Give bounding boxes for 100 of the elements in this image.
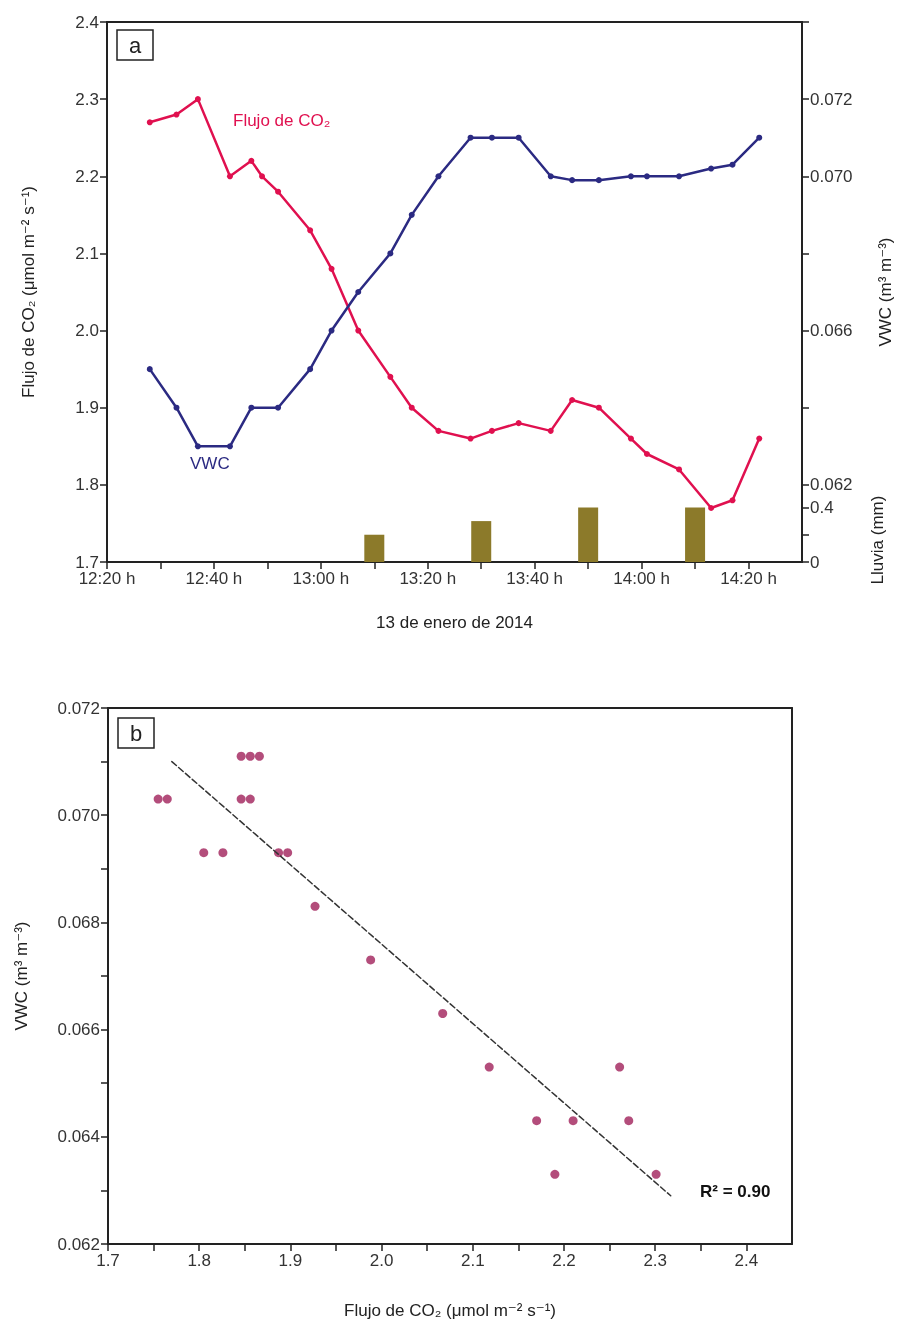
point	[488, 427, 495, 434]
x-axis-title: Flujo de CO₂ (μmol m⁻² s⁻¹)	[344, 1301, 556, 1320]
point	[435, 427, 442, 434]
point	[569, 177, 576, 184]
point	[259, 173, 266, 180]
point	[194, 443, 201, 450]
x-axis-title: 13 de enero de 2014	[376, 613, 533, 632]
point	[162, 794, 172, 804]
point	[355, 327, 362, 334]
point	[408, 404, 415, 411]
y-tick-label: 1.7	[75, 552, 99, 572]
point	[387, 250, 394, 257]
bar	[364, 534, 385, 562]
point	[756, 134, 763, 141]
series-label: VWC	[190, 454, 230, 473]
y-tick-label: 2.2	[75, 166, 99, 186]
point	[676, 173, 683, 180]
point	[595, 404, 602, 411]
point	[729, 497, 736, 504]
point	[569, 397, 576, 403]
point	[328, 265, 335, 272]
point	[254, 751, 264, 761]
y-tick-label: 1.9	[75, 398, 99, 418]
point	[550, 1169, 560, 1179]
point	[515, 420, 522, 427]
y3-axis-title: Lluvia (mm)	[867, 495, 887, 585]
point	[615, 1062, 625, 1072]
point	[532, 1116, 542, 1126]
point	[624, 1116, 634, 1126]
point	[245, 794, 255, 804]
point	[547, 173, 554, 180]
point	[366, 955, 376, 965]
x-tick-label: 2.1	[460, 1251, 485, 1270]
y-tick-label: 2.1	[75, 243, 99, 263]
point	[226, 443, 233, 450]
y2-tick-label: 0.062	[810, 475, 853, 495]
point	[307, 366, 314, 373]
point	[676, 466, 683, 473]
point	[146, 366, 153, 373]
point	[248, 404, 255, 411]
point	[595, 177, 602, 184]
x-tick-label: 1.9	[278, 1251, 303, 1270]
point	[173, 111, 180, 118]
point	[467, 435, 474, 442]
point	[627, 173, 634, 180]
y-tick-label: 0.070	[57, 805, 100, 825]
point	[708, 505, 715, 511]
point	[248, 157, 255, 164]
y3-tick-label: 0	[810, 552, 820, 572]
y3-tick-label: 0.4	[810, 497, 834, 517]
y-tick-label: 0.064	[57, 1127, 100, 1147]
y-tick-label: 0.068	[57, 912, 100, 932]
point	[515, 134, 522, 141]
x-tick-label: 13:40 h	[506, 569, 564, 588]
point	[218, 848, 228, 858]
point	[275, 404, 282, 411]
point	[467, 134, 474, 141]
point	[568, 1116, 578, 1126]
bar	[685, 507, 706, 562]
point	[236, 794, 246, 804]
annotation: R² = 0.90	[700, 1182, 771, 1201]
point	[729, 161, 736, 168]
point	[435, 173, 442, 180]
y2-tick-label: 0.070	[810, 166, 853, 186]
y2-tick-label: 0.072	[810, 89, 853, 109]
annotation: b	[129, 720, 143, 746]
point	[387, 373, 394, 380]
y-tick-label: 0.072	[57, 698, 100, 718]
x-tick-label: 12:40 h	[185, 569, 243, 588]
point	[328, 327, 335, 334]
x-tick-label: 2.2	[552, 1251, 576, 1270]
point	[307, 227, 314, 234]
point	[643, 451, 650, 457]
point	[547, 427, 554, 434]
point	[484, 1062, 494, 1072]
x-tick-label: 1.8	[187, 1251, 212, 1270]
point	[708, 165, 715, 172]
point	[438, 1009, 448, 1019]
x-tick-label: 13:20 h	[399, 569, 457, 588]
point	[199, 848, 209, 858]
series-label: Flujo de CO₂	[233, 111, 331, 130]
x-tick-label: 14:00 h	[613, 569, 670, 588]
point	[756, 435, 763, 442]
point	[275, 188, 282, 195]
point	[173, 404, 180, 411]
x-tick-label: 1.7	[96, 1251, 120, 1270]
x-tick-label: 2.3	[643, 1251, 668, 1270]
point	[488, 134, 495, 141]
point	[226, 173, 233, 180]
y-tick-label: 2.4	[75, 12, 99, 32]
y-tick-label: 1.8	[75, 475, 99, 495]
annotation: a	[128, 32, 142, 58]
x-tick-label: 2.0	[369, 1251, 394, 1270]
x-tick-label: 12:20 h	[78, 569, 136, 588]
y2-tick-label: 0.066	[810, 321, 853, 341]
y-axis-title: Flujo de CO₂ (μmol m⁻² s⁻¹)	[19, 186, 38, 398]
y-tick-label: 2.3	[75, 89, 99, 109]
y-tick-label: 2.0	[75, 321, 99, 341]
y-axis-title: VWC (m³ m⁻³)	[12, 921, 31, 1031]
point	[283, 848, 293, 858]
